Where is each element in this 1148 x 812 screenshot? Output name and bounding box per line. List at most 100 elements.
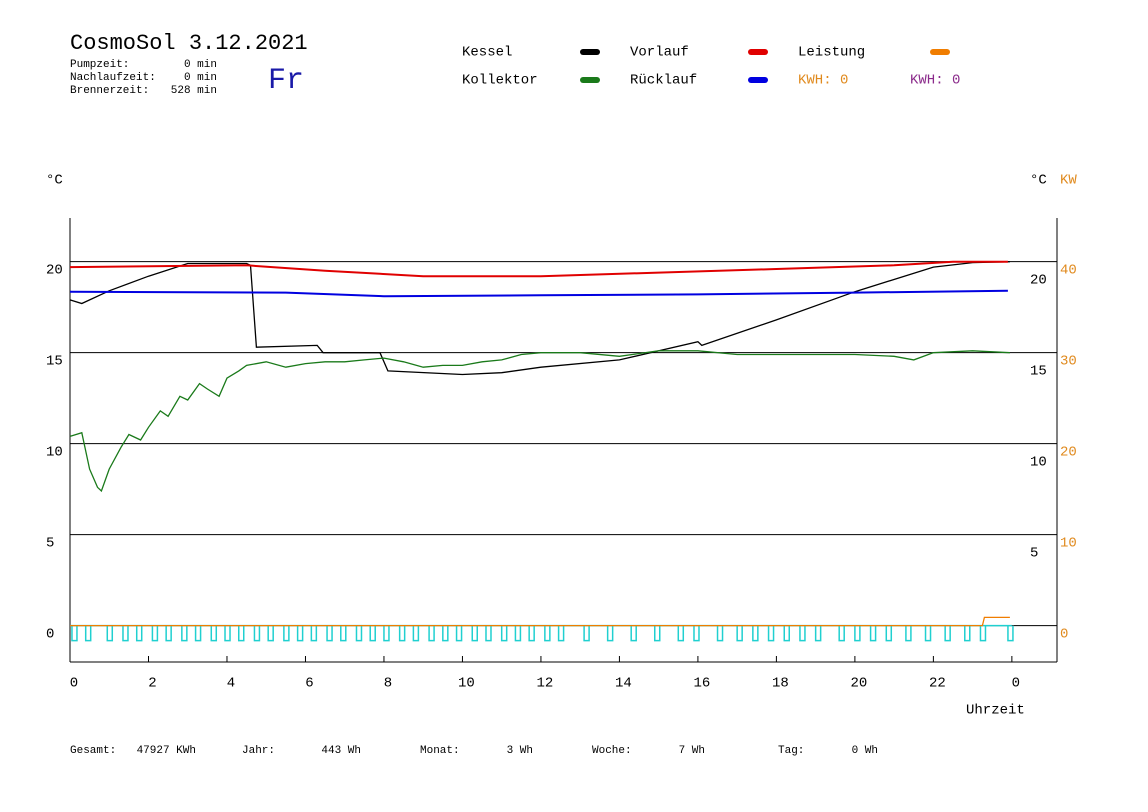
pulse bbox=[799, 625, 806, 642]
y-right-tick-label: 15 bbox=[1030, 363, 1047, 379]
y2-tick-label: 10 bbox=[1060, 535, 1077, 551]
legend-swatch bbox=[580, 49, 600, 55]
pulse bbox=[369, 625, 376, 642]
x-axis-label: Uhrzeit bbox=[966, 703, 1025, 719]
footer-label: Gesamt: bbox=[70, 745, 116, 757]
y2-tick-label: 30 bbox=[1060, 353, 1077, 369]
stat-value: 0 min bbox=[184, 59, 217, 71]
series-line bbox=[69, 260, 1008, 278]
pulse bbox=[693, 625, 700, 642]
series-line bbox=[69, 350, 1010, 493]
series-line bbox=[69, 289, 1008, 298]
x-tick-label: 0 bbox=[1012, 676, 1020, 692]
pulse bbox=[283, 625, 290, 642]
pulse bbox=[355, 625, 363, 642]
pulse bbox=[653, 625, 661, 642]
x-tick-label: 14 bbox=[615, 676, 632, 692]
footer-label: Tag: bbox=[778, 745, 804, 757]
pulse bbox=[71, 625, 78, 642]
legend-label: Vorlauf bbox=[630, 45, 689, 61]
pulse bbox=[514, 625, 522, 642]
pulse bbox=[106, 625, 114, 642]
footer-label: Jahr: bbox=[242, 745, 275, 757]
pulse bbox=[752, 625, 759, 642]
pulse bbox=[905, 625, 912, 642]
x-tick-label: 12 bbox=[537, 676, 554, 692]
pulse bbox=[340, 625, 347, 642]
pulse bbox=[471, 625, 479, 642]
y-tick-label: 10 bbox=[46, 444, 63, 460]
legend-label: Kollektor bbox=[462, 73, 538, 89]
stat-label: Nachlaufzeit: bbox=[70, 72, 156, 84]
y-right-axis-label: °C bbox=[1030, 173, 1047, 189]
x-tick-label: 6 bbox=[305, 676, 313, 692]
footer-value: 0 Wh bbox=[852, 745, 878, 757]
pulse bbox=[814, 625, 822, 642]
pulse bbox=[210, 625, 218, 642]
pulse bbox=[428, 625, 435, 642]
y2-tick-label: 0 bbox=[1060, 626, 1068, 642]
pulse bbox=[238, 625, 245, 642]
pulse bbox=[716, 625, 724, 642]
stat-value: 0 min bbox=[184, 72, 217, 84]
x-tick-label: 2 bbox=[148, 676, 156, 692]
stat-label: Pumpzeit: bbox=[70, 59, 129, 71]
pulse bbox=[442, 625, 449, 642]
pulse bbox=[885, 625, 893, 642]
legend-swatch bbox=[580, 77, 600, 83]
x-tick-label: 10 bbox=[458, 676, 475, 692]
y-tick-label: 0 bbox=[46, 626, 54, 642]
pulse bbox=[151, 625, 159, 642]
footer-label: Monat: bbox=[420, 745, 460, 757]
pulse bbox=[544, 625, 551, 642]
y-right-tick-label: 20 bbox=[1030, 272, 1047, 288]
pulse bbox=[398, 625, 406, 642]
y-axis-label: °C bbox=[46, 173, 63, 189]
pulse bbox=[165, 625, 172, 642]
pulse bbox=[677, 625, 685, 642]
pulse bbox=[528, 625, 535, 642]
y2-tick-label: 20 bbox=[1060, 444, 1077, 460]
pulse bbox=[869, 625, 877, 642]
chart-title: CosmoSol 3.12.2021 bbox=[70, 31, 308, 56]
footer-value: 3 Wh bbox=[507, 745, 533, 757]
pulse bbox=[326, 625, 333, 642]
y-tick-label: 20 bbox=[46, 262, 63, 278]
pulse bbox=[606, 625, 614, 642]
legend-swatch bbox=[930, 49, 950, 55]
pulse bbox=[783, 625, 790, 642]
pulse bbox=[84, 625, 92, 642]
pulse bbox=[485, 625, 492, 642]
pulse bbox=[964, 625, 971, 642]
pulse bbox=[267, 625, 274, 642]
x-tick-label: 18 bbox=[772, 676, 789, 692]
x-tick-label: 0 bbox=[70, 676, 78, 692]
pulse bbox=[944, 625, 951, 642]
legend-label: Kessel bbox=[462, 45, 512, 61]
legend-label: Leistung bbox=[798, 45, 865, 61]
y-right-tick-label: 10 bbox=[1030, 454, 1047, 470]
pulse bbox=[557, 625, 565, 642]
y2-tick-label: 40 bbox=[1060, 262, 1077, 278]
stat-value: 528 min bbox=[171, 85, 217, 97]
x-tick-label: 20 bbox=[850, 676, 867, 692]
y-right-tick-label: 5 bbox=[1030, 545, 1038, 561]
pulse bbox=[224, 625, 231, 642]
pulse bbox=[979, 625, 987, 642]
pulse bbox=[455, 625, 463, 642]
pulse bbox=[736, 625, 743, 642]
footer-value: 47927 KWh bbox=[137, 745, 196, 757]
pulse bbox=[310, 625, 318, 642]
legend-label: Rücklauf bbox=[630, 73, 697, 89]
series-line bbox=[69, 261, 1010, 376]
stat-label: Brennerzeit: bbox=[70, 85, 149, 97]
pulse bbox=[854, 625, 861, 642]
pulse bbox=[253, 625, 261, 642]
series-line bbox=[70, 616, 1010, 627]
x-tick-label: 8 bbox=[384, 676, 392, 692]
pulse bbox=[122, 625, 129, 642]
pulse bbox=[583, 625, 590, 642]
kwh-label: KWH: 0 bbox=[798, 73, 848, 89]
pulse bbox=[181, 625, 188, 642]
